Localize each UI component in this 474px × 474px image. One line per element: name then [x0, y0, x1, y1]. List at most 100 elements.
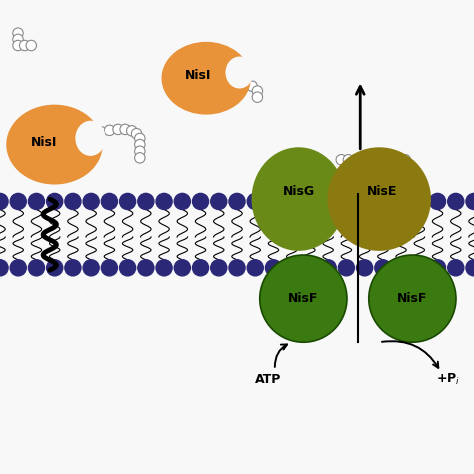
Circle shape: [400, 161, 410, 172]
Text: +P$_i$: +P$_i$: [436, 372, 460, 387]
Circle shape: [411, 193, 428, 210]
Circle shape: [302, 260, 318, 276]
Text: NisI: NisI: [184, 69, 211, 82]
Circle shape: [302, 193, 318, 210]
Circle shape: [386, 155, 396, 165]
Circle shape: [233, 74, 244, 85]
Circle shape: [411, 260, 428, 276]
Circle shape: [26, 40, 36, 51]
Circle shape: [429, 193, 446, 210]
Circle shape: [357, 155, 368, 165]
Circle shape: [320, 260, 336, 276]
Circle shape: [101, 260, 118, 276]
Circle shape: [135, 146, 145, 156]
Circle shape: [13, 40, 23, 51]
Circle shape: [448, 260, 464, 276]
Circle shape: [338, 193, 355, 210]
Ellipse shape: [7, 106, 102, 184]
Circle shape: [28, 193, 45, 210]
Circle shape: [343, 155, 354, 165]
Circle shape: [466, 193, 474, 210]
Circle shape: [375, 260, 391, 276]
Circle shape: [240, 77, 251, 88]
Circle shape: [393, 193, 409, 210]
Circle shape: [375, 193, 391, 210]
Ellipse shape: [226, 56, 254, 89]
Circle shape: [0, 260, 8, 276]
Circle shape: [10, 193, 26, 210]
Circle shape: [211, 260, 227, 276]
Circle shape: [19, 40, 30, 51]
Circle shape: [247, 260, 263, 276]
Circle shape: [393, 260, 409, 276]
Circle shape: [369, 255, 456, 342]
Circle shape: [336, 155, 346, 165]
Text: NisF: NisF: [288, 292, 319, 305]
Circle shape: [350, 155, 361, 165]
Circle shape: [10, 260, 26, 276]
Circle shape: [372, 155, 382, 165]
Circle shape: [365, 155, 375, 165]
Circle shape: [192, 193, 209, 210]
Circle shape: [138, 260, 154, 276]
Circle shape: [265, 193, 282, 210]
Circle shape: [393, 155, 403, 165]
Circle shape: [247, 193, 263, 210]
Circle shape: [135, 153, 145, 163]
Text: ATP: ATP: [255, 373, 281, 386]
Circle shape: [338, 260, 355, 276]
Circle shape: [138, 193, 154, 210]
Ellipse shape: [75, 121, 106, 156]
Circle shape: [192, 260, 209, 276]
Circle shape: [135, 133, 145, 144]
Circle shape: [119, 260, 136, 276]
Circle shape: [156, 260, 172, 276]
Ellipse shape: [328, 148, 430, 250]
Circle shape: [211, 193, 227, 210]
Ellipse shape: [252, 148, 345, 250]
Circle shape: [13, 34, 23, 45]
Circle shape: [119, 193, 136, 210]
Ellipse shape: [162, 43, 250, 114]
Circle shape: [101, 193, 118, 210]
Circle shape: [448, 193, 464, 210]
Circle shape: [260, 255, 347, 342]
Circle shape: [283, 193, 300, 210]
Circle shape: [65, 260, 81, 276]
Circle shape: [229, 193, 245, 210]
Circle shape: [28, 260, 45, 276]
Circle shape: [104, 125, 115, 136]
Circle shape: [96, 127, 106, 137]
Circle shape: [120, 124, 130, 135]
Circle shape: [46, 260, 63, 276]
Circle shape: [356, 260, 373, 276]
Circle shape: [87, 128, 98, 139]
Circle shape: [127, 126, 137, 136]
Circle shape: [379, 155, 389, 165]
Circle shape: [65, 193, 81, 210]
Text: NisF: NisF: [397, 292, 428, 305]
Circle shape: [229, 260, 245, 276]
Circle shape: [429, 260, 446, 276]
Circle shape: [174, 193, 191, 210]
Circle shape: [356, 193, 373, 210]
Text: NisG: NisG: [283, 185, 315, 199]
Circle shape: [113, 124, 123, 135]
Circle shape: [156, 193, 172, 210]
Circle shape: [83, 193, 99, 210]
Circle shape: [252, 92, 263, 102]
Circle shape: [265, 260, 282, 276]
Circle shape: [131, 128, 142, 139]
Circle shape: [247, 81, 257, 91]
Circle shape: [400, 155, 410, 165]
Circle shape: [83, 260, 99, 276]
Circle shape: [252, 86, 263, 96]
Circle shape: [320, 193, 336, 210]
Circle shape: [466, 260, 474, 276]
Circle shape: [135, 139, 145, 150]
Circle shape: [0, 193, 8, 210]
Circle shape: [46, 193, 63, 210]
Text: NisE: NisE: [366, 185, 397, 199]
Circle shape: [13, 28, 23, 38]
Text: NisI: NisI: [31, 136, 57, 149]
